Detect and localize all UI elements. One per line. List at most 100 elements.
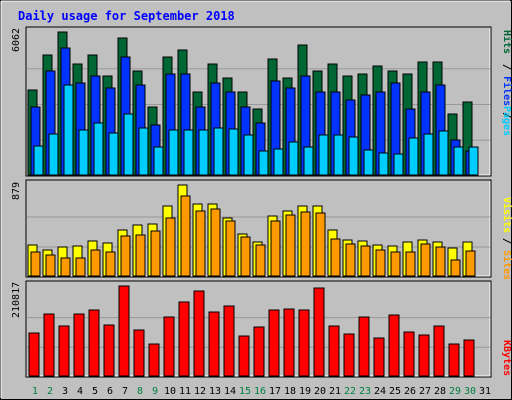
sites-bar bbox=[435, 246, 446, 277]
kbytes-bar bbox=[58, 325, 70, 377]
kbytes-bar bbox=[223, 305, 235, 377]
kbytes-bar bbox=[178, 301, 190, 377]
sites-bar bbox=[45, 254, 56, 277]
sites-bar bbox=[360, 245, 371, 277]
sites-bar bbox=[225, 220, 236, 277]
sites-bar bbox=[255, 244, 266, 277]
kbytes-bar bbox=[148, 343, 160, 377]
day-label: 24 bbox=[374, 386, 386, 397]
sites-bar bbox=[120, 235, 131, 277]
mid-legend-sites: / Sites bbox=[501, 238, 512, 280]
pages-bar bbox=[258, 150, 269, 176]
kbytes-bar bbox=[403, 331, 415, 377]
day-label: 10 bbox=[164, 386, 176, 397]
kbytes-bar bbox=[313, 287, 325, 377]
pages-bar bbox=[318, 134, 329, 176]
day-labels: 1 2 3 4 5 6 7 8 9 10 11 12 13 14 15 16 17 18 19 20 21 22 23 24 2… bbox=[32, 386, 491, 397]
sites-bar bbox=[285, 214, 296, 277]
sites-bar bbox=[105, 251, 116, 277]
pages-bar bbox=[288, 141, 299, 176]
day-label: 15 bbox=[239, 386, 251, 397]
pages-bar bbox=[273, 148, 284, 176]
kbytes-bar bbox=[343, 333, 355, 377]
day-label: 23 bbox=[359, 386, 371, 397]
day-label: 17 bbox=[269, 386, 281, 397]
legend-hits: Hits bbox=[501, 30, 512, 54]
day-label: 12 bbox=[194, 386, 206, 397]
pages-bar bbox=[108, 132, 119, 176]
mid-ymax-label: 879 bbox=[11, 182, 22, 200]
sites-bar bbox=[240, 236, 251, 277]
sites-bar bbox=[345, 243, 356, 277]
mid-legend-visits: Visits bbox=[501, 197, 512, 233]
pages-bar bbox=[348, 136, 359, 176]
kbytes-bar bbox=[193, 290, 205, 377]
pages-bar bbox=[423, 133, 434, 176]
kbytes-bar bbox=[133, 329, 145, 377]
sites-bar bbox=[330, 238, 341, 277]
pages-bar bbox=[453, 146, 464, 176]
kbytes-bar bbox=[283, 308, 295, 377]
legend-sep: / bbox=[501, 64, 512, 70]
day-label: 7 bbox=[122, 386, 128, 397]
day-label: 11 bbox=[179, 386, 191, 397]
legend-sites: Sites bbox=[501, 250, 512, 280]
sites-bar bbox=[300, 211, 311, 277]
sites-bar bbox=[270, 220, 281, 277]
day-label: 3 bbox=[62, 386, 68, 397]
pages-bar bbox=[33, 145, 44, 176]
chart-title: Daily usage for September 2018 bbox=[18, 9, 235, 23]
kbytes-bar bbox=[28, 332, 40, 377]
sites-bar bbox=[180, 195, 191, 277]
kbytes-bar bbox=[73, 313, 85, 377]
pages-bar bbox=[138, 127, 149, 176]
kbytes-bar bbox=[448, 343, 460, 377]
day-label: 1 bbox=[32, 386, 38, 397]
kbytes-bar bbox=[328, 325, 340, 377]
svg-text:Pages: Pages bbox=[501, 106, 512, 136]
legend-pages: Pages bbox=[501, 106, 512, 136]
svg-text:/ Files /: / Files / bbox=[501, 64, 512, 118]
day-label: 9 bbox=[152, 386, 158, 397]
svg-text:Visits: Visits bbox=[501, 197, 512, 233]
kbytes-bar bbox=[388, 314, 400, 377]
pages-bar bbox=[363, 149, 374, 176]
day-label: 22 bbox=[344, 386, 356, 397]
day-label: 21 bbox=[329, 386, 341, 397]
pages-bar bbox=[123, 113, 134, 176]
svg-text:/ Sites: / Sites bbox=[501, 238, 512, 280]
day-label: 19 bbox=[299, 386, 311, 397]
sites-bar bbox=[405, 251, 416, 277]
sites-bar bbox=[450, 259, 461, 277]
legend-files: Files bbox=[501, 76, 512, 106]
pages-bar bbox=[303, 146, 314, 176]
pages-bar bbox=[468, 146, 479, 176]
kbytes-bar bbox=[238, 335, 250, 377]
day-label: 14 bbox=[224, 386, 236, 397]
day-label: 13 bbox=[209, 386, 221, 397]
pages-bar bbox=[408, 137, 419, 176]
kbytes-bar bbox=[208, 311, 220, 377]
kbytes-bar bbox=[163, 316, 175, 377]
day-label: 8 bbox=[137, 386, 143, 397]
bottom-legend: KBytes bbox=[501, 340, 512, 376]
top-legend-files: / Files / bbox=[501, 64, 512, 118]
pages-bar bbox=[183, 129, 194, 176]
visits-sites-panel bbox=[25, 179, 492, 278]
svg-text:KBytes: KBytes bbox=[501, 340, 512, 376]
kbytes-bar bbox=[268, 309, 280, 377]
day-label: 18 bbox=[284, 386, 296, 397]
kbytes-bar bbox=[118, 285, 130, 377]
pages-bar bbox=[63, 84, 74, 176]
pages-bar bbox=[333, 134, 344, 176]
sites-bar bbox=[315, 212, 326, 277]
pages-bar bbox=[213, 127, 224, 176]
sites-bar bbox=[75, 257, 86, 277]
day-label: 2 bbox=[47, 386, 53, 397]
legend-kbytes: KBytes bbox=[501, 340, 512, 376]
sites-bar bbox=[465, 250, 476, 277]
kbytes-bar bbox=[298, 309, 310, 377]
sites-bar bbox=[150, 230, 161, 277]
kbytes-bar bbox=[103, 324, 115, 377]
pages-bar bbox=[438, 130, 449, 176]
